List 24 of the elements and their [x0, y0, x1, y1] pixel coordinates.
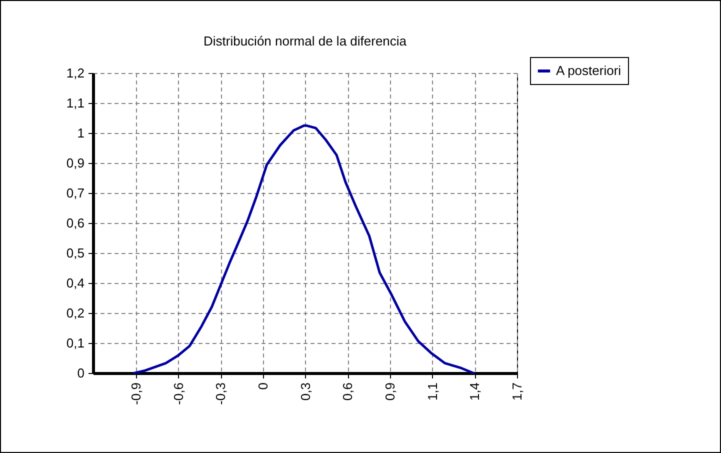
x-tick-label: -0,9 — [128, 382, 144, 405]
x-tick-label: 0 — [256, 382, 271, 390]
y-tick-label: 0,2 — [66, 306, 84, 320]
x-tick-label: 1,4 — [467, 382, 482, 401]
x-tick-label: -0,3 — [213, 382, 228, 405]
y-tick-label: 1,2 — [66, 66, 84, 80]
x-tick-label: 1,1 — [424, 382, 440, 401]
y-tick-label: 1 — [77, 126, 84, 140]
legend-label: A posteriori — [556, 63, 622, 78]
y-tick-label: 0,1 — [66, 336, 84, 350]
y-tick-label: 0,9 — [66, 156, 84, 170]
y-tick-label: 0,5 — [66, 246, 84, 260]
y-tick-label: 0,4 — [66, 276, 84, 290]
x-tick-label: 0,6 — [340, 382, 356, 401]
y-tick-label: 0,7 — [66, 186, 84, 200]
x-tick-label: 1,7 — [510, 382, 524, 401]
x-tick-label: 0,9 — [382, 382, 398, 401]
line-series — [133, 124, 474, 374]
x-tick-label: 0,3 — [298, 382, 313, 401]
x-tick-label: -0,6 — [170, 382, 186, 405]
chart-title: Distribución normal de la diferencia — [203, 34, 408, 48]
y-tick-label: 0 — [77, 366, 84, 380]
y-tick-label: 1,1 — [66, 96, 84, 110]
y-tick-label: 0,6 — [66, 216, 84, 230]
